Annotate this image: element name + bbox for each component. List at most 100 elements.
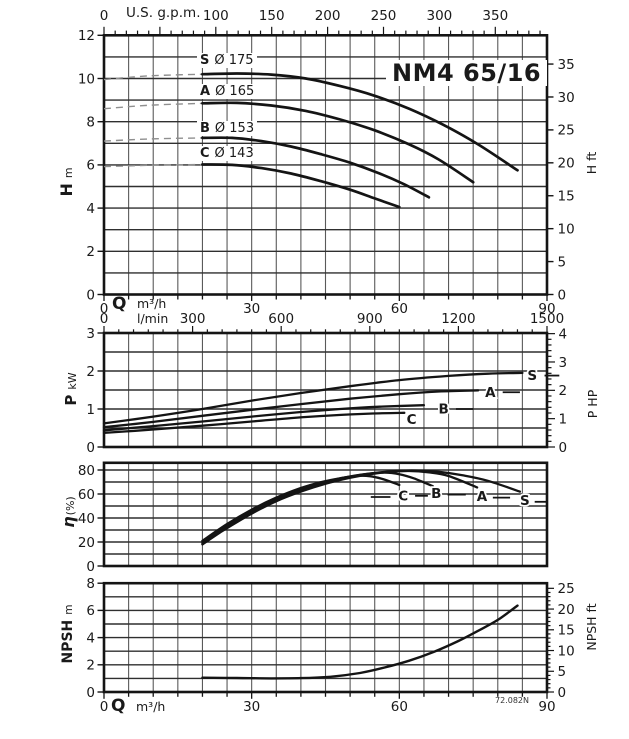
curve-power-S <box>102 371 524 425</box>
curve-label-s175: S Ø 175 <box>197 53 257 68</box>
inline-label-power-B: B <box>438 402 448 418</box>
svg-text:0: 0 <box>86 440 95 456</box>
svg-text:4: 4 <box>559 326 568 342</box>
curve-head-B <box>201 136 431 199</box>
head-axis-unit: m <box>62 167 75 179</box>
chart-efficiency: 0 20 40 60 80 S A B C <box>78 461 549 575</box>
svg-text:10: 10 <box>558 643 575 659</box>
svg-text:100: 100 <box>203 8 229 24</box>
svg-text:1500: 1500 <box>530 311 564 327</box>
flow-axis-unit-bottom: m³/h <box>136 699 166 714</box>
impeller-size-a: Ø 165 <box>215 84 255 99</box>
curve-label-a165: A Ø 165 <box>197 84 258 99</box>
svg-text:90: 90 <box>538 301 555 317</box>
svg-text:5: 5 <box>558 664 567 680</box>
impeller-size-b: Ø 153 <box>214 121 255 136</box>
efficiency-axis-unit: (%) <box>64 496 77 516</box>
svg-text:40: 40 <box>78 511 95 527</box>
svg-text:2: 2 <box>86 364 95 380</box>
y-axis-title-head: Hm <box>57 167 76 197</box>
inline-label-power-C: C <box>407 412 417 428</box>
svg-text:0: 0 <box>558 685 567 701</box>
inline-label-power-S: S <box>527 368 537 384</box>
flow-axis-symbol-bottom: Q <box>111 696 126 716</box>
curve-efficiency-A <box>201 469 479 545</box>
curve-power-B <box>102 404 426 432</box>
head-y2-unit: ft <box>583 151 599 161</box>
inline-label-efficiency-A: A <box>477 489 488 505</box>
svg-text:60: 60 <box>78 487 95 503</box>
curve-head-S <box>201 72 519 172</box>
svg-text:60: 60 <box>391 301 408 317</box>
curve-npsh-NPSH <box>201 604 519 680</box>
npsh-y2-unit: ft <box>583 603 599 613</box>
svg-text:10: 10 <box>558 221 575 237</box>
power-axis-unit: kW <box>66 372 79 390</box>
svg-text:2: 2 <box>86 658 95 674</box>
flow-axis-unit-m3h: m³/h <box>137 296 167 311</box>
dashed-extension-A <box>103 102 203 110</box>
svg-text:0: 0 <box>100 301 109 317</box>
power-y2-unit: HP <box>584 389 600 407</box>
svg-text:4: 4 <box>86 201 95 217</box>
svg-text:0: 0 <box>86 685 95 701</box>
curve-letter-b: B <box>200 121 210 136</box>
svg-text:1: 1 <box>559 411 568 427</box>
svg-text:8: 8 <box>86 115 95 131</box>
y-axis-title-npsh: NPSH m <box>59 604 76 663</box>
svg-text:3: 3 <box>86 326 95 342</box>
svg-text:30: 30 <box>558 90 575 106</box>
inline-label-efficiency-C: C <box>398 488 408 504</box>
svg-text:60: 60 <box>391 699 408 715</box>
curve-label-c143: C Ø 143 <box>197 146 257 161</box>
efficiency-axis-symbol: η <box>59 516 78 528</box>
svg-text:5: 5 <box>558 254 567 270</box>
top-axis-unit-label: U.S. g.p.m. <box>126 5 201 21</box>
svg-text:0: 0 <box>100 311 109 327</box>
svg-text:20: 20 <box>558 156 575 172</box>
curve-power-A <box>102 389 480 429</box>
head-axis-symbol: H <box>57 183 76 197</box>
drawing-number: 72.082N <box>495 696 529 705</box>
svg-text:150: 150 <box>259 8 285 24</box>
dashed-extension-C <box>103 163 203 168</box>
svg-text:10: 10 <box>78 71 95 87</box>
svg-text:2: 2 <box>86 244 95 260</box>
svg-text:2: 2 <box>559 383 568 399</box>
npsh-y2-symbol: NPSH <box>583 616 599 651</box>
svg-text:600: 600 <box>268 311 294 327</box>
svg-text:20: 20 <box>558 602 575 618</box>
svg-text:15: 15 <box>558 623 575 639</box>
curve-letter-a: A <box>200 84 211 99</box>
y-axis-title-efficiency: η(%) <box>59 496 78 528</box>
svg-text:0: 0 <box>100 699 109 715</box>
curve-power-C <box>102 411 406 435</box>
inline-label-power-A: A <box>485 385 496 401</box>
curve-letter-c: C <box>200 146 210 161</box>
svg-text:300: 300 <box>180 311 206 327</box>
svg-text:6: 6 <box>86 158 95 174</box>
curve-label-b153: B Ø 153 <box>197 121 258 136</box>
svg-text:350: 350 <box>482 8 508 24</box>
svg-text:35: 35 <box>558 57 575 73</box>
svg-text:90: 90 <box>538 699 555 715</box>
impeller-size-c: Ø 143 <box>214 146 254 161</box>
svg-text:15: 15 <box>558 189 575 205</box>
flow-axis-symbol-mid: Q <box>112 294 127 314</box>
power-axis-symbol: P <box>62 394 80 406</box>
inline-label-efficiency-S: S <box>520 493 530 509</box>
svg-text:30: 30 <box>243 301 260 317</box>
svg-text:1: 1 <box>86 402 95 418</box>
svg-text:1200: 1200 <box>441 311 475 327</box>
flow-axis-unit-lmin: l/min <box>137 311 169 326</box>
svg-text:0: 0 <box>559 440 568 456</box>
svg-text:12: 12 <box>78 28 95 44</box>
svg-text:25: 25 <box>558 581 575 597</box>
svg-text:900: 900 <box>357 311 383 327</box>
svg-text:80: 80 <box>78 463 95 479</box>
svg-text:3: 3 <box>559 355 568 371</box>
svg-text:0: 0 <box>558 287 567 303</box>
